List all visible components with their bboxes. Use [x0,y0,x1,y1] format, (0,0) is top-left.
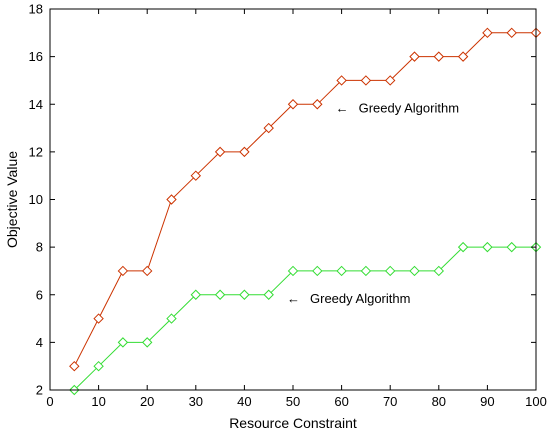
series-1-point [506,27,517,39]
series-2-point [360,265,372,277]
series-2-point [93,360,104,372]
x-axis-label: Resource Constraint [229,415,357,431]
y-axis-ticks: 2 4 6 8 10 12 14 16 18 [29,2,536,398]
series-1-point [360,75,372,86]
series-2-point [141,337,153,348]
series-1-point [141,265,153,277]
x-tick-label: 30 [189,394,203,409]
x-tick-label: 20 [140,394,154,409]
series-1-point [433,51,445,62]
series-1-point [69,360,80,372]
annotation-label: Greedy Algorithm [310,291,410,306]
series-layer [69,27,542,396]
y-tick-label: 18 [29,2,43,17]
y-tick-label: 16 [29,49,43,64]
series-2-point [482,241,493,253]
y-axis-label: Objective Value [4,151,20,248]
y-tick-label: 14 [29,97,43,112]
series-2-point [263,289,274,300]
series-1-point [287,99,299,110]
series-2-point [312,265,323,277]
y-tick-label: 12 [29,144,43,159]
series-2-point [384,265,396,277]
series-2-point [506,241,517,253]
series-1-point [409,51,420,62]
series-1-point [384,75,396,86]
x-tick-label: 40 [237,394,251,409]
annotation-arrow: ← [287,291,300,306]
y-tick-label: 8 [36,240,43,255]
y-tick-label: 6 [36,287,43,302]
x-tick-label: 70 [383,394,397,409]
x-tick-label: 100 [525,394,547,409]
series-1-point [214,146,226,158]
x-axis-ticks: 0 10 20 30 40 50 60 70 80 90 100 [46,9,547,409]
series-1-point [166,194,177,205]
x-tick-label: 90 [480,394,494,409]
series-1-point [93,313,104,324]
annotation-arrow: ← [336,100,349,115]
x-tick-label: 60 [334,394,348,409]
series-2-point [336,265,347,277]
x-tick-label: 80 [432,394,446,409]
series-2-point [190,289,202,300]
series-1-point [312,99,323,110]
series-2-point [166,313,177,324]
series-2-point [239,289,250,300]
series-1-point [239,146,250,158]
x-tick-label: 10 [91,394,105,409]
series-2-point [409,265,420,277]
x-tick-label: 0 [46,394,53,409]
series-1-point [336,75,347,86]
series-1-point [117,265,129,277]
y-tick-label: 4 [36,335,43,350]
series-2-point [457,241,469,253]
series-1-point [263,122,274,134]
series-2-point [287,265,299,277]
x-tick-label: 50 [286,394,300,409]
annotation-layer: ← Greedy Algorithm ← Greedy Algorithm [287,100,459,306]
series-1-point [190,170,202,181]
annotation-label: Greedy Algorithm [359,100,459,115]
series-2-point [117,337,129,348]
series-1-point [457,51,469,62]
series-2-point [433,265,445,277]
y-tick-label: 10 [29,192,43,207]
series-1-point [482,27,493,39]
series-2-line [73,246,536,391]
y-tick-label: 2 [36,383,43,398]
series-2-point [214,289,226,300]
